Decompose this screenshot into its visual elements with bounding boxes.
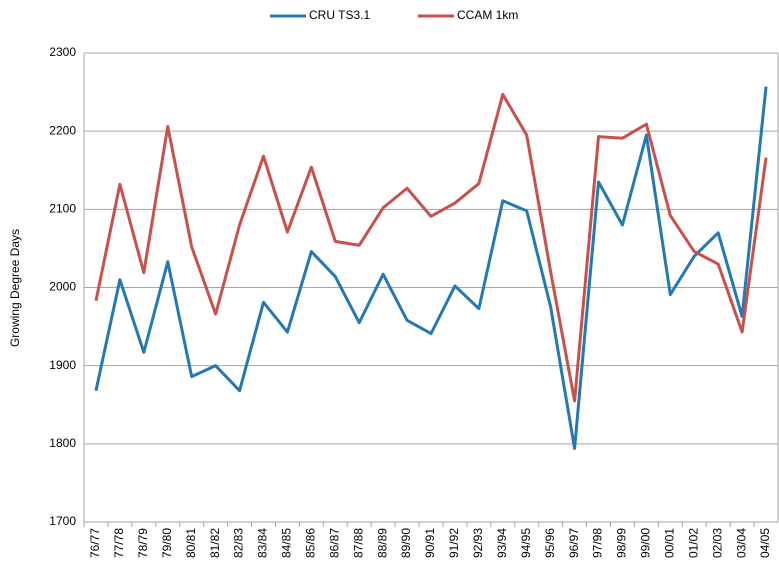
x-tick-label: 96/97 (567, 528, 581, 558)
x-tick-label: 04/05 (758, 528, 772, 558)
y-tick-label: 1700 (49, 514, 76, 528)
x-tick-label: 93/94 (495, 528, 509, 558)
y-tick-label: 2300 (49, 45, 76, 59)
x-tick-label: 97/98 (591, 528, 605, 558)
y-tick-label: 1800 (49, 436, 76, 450)
legend-label: CCAM 1km (457, 8, 518, 22)
x-tick-label: 80/81 (184, 528, 198, 558)
x-tick-label: 84/85 (280, 528, 294, 558)
x-tick-label: 98/99 (615, 528, 629, 558)
y-tick-label: 2200 (49, 123, 76, 137)
x-tick-label: 01/02 (686, 528, 700, 558)
x-tick-label: 82/83 (232, 528, 246, 558)
y-tick-label: 2000 (49, 280, 76, 294)
y-axis-label: Growing Degree Days (8, 229, 22, 347)
x-tick-label: 03/04 (734, 528, 748, 558)
x-tick-label: 83/84 (256, 528, 270, 558)
x-tick-label: 79/80 (160, 528, 174, 558)
x-tick-label: 88/89 (375, 528, 389, 558)
y-tick-label: 2100 (49, 202, 76, 216)
x-tick-label: 90/91 (423, 528, 437, 558)
x-tick-label: 81/82 (208, 528, 222, 558)
x-tick-label: 02/03 (710, 528, 724, 558)
x-tick-label: 00/01 (662, 528, 676, 558)
x-tick-label: 91/92 (447, 528, 461, 558)
x-tick-label: 77/78 (112, 528, 126, 558)
x-tick-label: 76/77 (88, 528, 102, 558)
x-tick-label: 78/79 (136, 528, 150, 558)
x-tick-label: 99/00 (639, 528, 653, 558)
x-tick-label: 87/88 (351, 528, 365, 558)
x-tick-label: 89/90 (399, 528, 413, 558)
x-tick-label: 95/96 (543, 528, 557, 558)
line-series (94, 92, 768, 403)
x-tick-label: 92/93 (471, 528, 485, 558)
x-tick-label: 86/87 (327, 528, 341, 558)
x-tick-label: 94/95 (519, 528, 533, 558)
y-tick-label: 1900 (49, 358, 76, 372)
line-series (94, 86, 768, 451)
x-tick-label: 85/86 (304, 528, 318, 558)
legend-label: CRU TS3.1 (309, 8, 370, 22)
